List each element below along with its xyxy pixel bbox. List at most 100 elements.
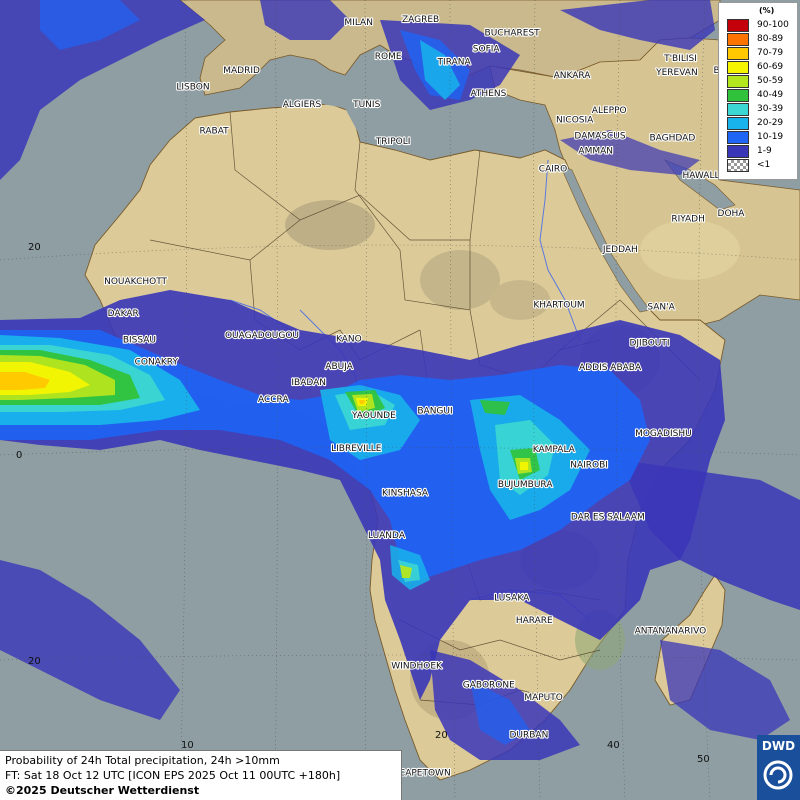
city-label: DURBAN: [509, 731, 548, 741]
legend-label: 30-39: [757, 104, 784, 114]
city-label: NAIROBI: [570, 460, 608, 470]
city-label: BAGHDAD: [650, 133, 696, 143]
city-label: DAKAR: [108, 309, 139, 319]
legend-item: 50-59: [727, 75, 797, 88]
city-label: HAWALLI: [682, 171, 722, 181]
legend-item: 60-69: [727, 61, 797, 74]
legend-label: 80-89: [757, 34, 784, 44]
city-label: GABORONE: [463, 681, 515, 691]
city-label: HARARE: [516, 616, 553, 626]
legend-label: <1: [757, 160, 771, 170]
city-label: BUCHAREST: [485, 28, 541, 38]
city-label: CONAKRY: [135, 357, 179, 367]
legend-label: 50-59: [757, 76, 784, 86]
city-label: ACCRA: [258, 395, 289, 405]
legend-item: 1-9: [727, 145, 797, 158]
city-label: TRIPOLI: [375, 137, 411, 147]
grid-label: 0: [16, 450, 22, 461]
info-forecast-time: FT: Sat 18 Oct 12 UTC [ICON EPS 2025 Oct…: [5, 769, 341, 782]
legend-swatch: [727, 159, 749, 172]
city-label: CAPETOWN: [399, 768, 451, 778]
city-label: RABAT: [200, 127, 230, 137]
legend-swatch: [727, 61, 749, 74]
city-label: MOGADISHU: [635, 429, 692, 439]
legend-swatch: [727, 19, 749, 32]
legend-swatch: [727, 117, 749, 130]
grid-label: 40: [607, 740, 620, 751]
city-label: ABUJA: [325, 362, 353, 372]
legend-item: 70-79: [727, 47, 797, 60]
logo-swirl-icon: [763, 760, 793, 790]
city-label: MILAN: [344, 18, 373, 28]
city-label: DOHA: [718, 209, 746, 219]
grid-label: 20: [435, 730, 448, 741]
legend-swatch: [727, 103, 749, 116]
city-label: BISSAU: [123, 336, 156, 346]
grid-label: 50: [697, 754, 710, 765]
legend-item: 80-89: [727, 33, 797, 46]
legend-swatch: [727, 75, 749, 88]
city-label: YAOUNDE: [351, 411, 396, 421]
city-label: KINSHASA: [382, 489, 429, 499]
legend-item: 20-29: [727, 117, 797, 130]
city-label: DAR ES SALAAM: [571, 512, 645, 522]
city-label: LISBON: [176, 82, 209, 92]
city-label: MADRID: [223, 66, 260, 76]
city-label: ALEPPO: [592, 106, 627, 116]
city-label: KANO: [336, 335, 362, 345]
legend-unit: (%): [759, 6, 775, 15]
grid-labels: 20 0 20 10 20 30 40 50: [16, 242, 710, 765]
city-label: CAIRO: [539, 165, 567, 175]
city-label: KHARTOUM: [533, 301, 584, 311]
red-sea: [559, 164, 651, 313]
precipitation-field: [0, 0, 800, 760]
city-label: ZAGREB: [402, 15, 439, 25]
info-copyright: ©2025 Deutscher Wetterdienst: [5, 784, 200, 797]
legend-label: 20-29: [757, 118, 784, 128]
city-label: ATHENS: [470, 89, 506, 99]
legend-item: <1: [727, 159, 797, 172]
city-label: DJIBOUTI: [629, 338, 669, 348]
legend-item: 90-100: [727, 19, 797, 32]
grid-label: 30: [527, 730, 540, 741]
info-box: Probability of 24h Total precipitation, …: [0, 750, 402, 800]
grid-label: 10: [181, 740, 194, 751]
city-label: RIYADH: [671, 215, 705, 225]
legend-item: 30-39: [727, 103, 797, 116]
city-label: KAMPALA: [533, 445, 576, 455]
city-label: NOUAKCHOTT: [104, 277, 167, 287]
city-label: LUSAKA: [494, 594, 530, 604]
city-label: ADDIS ABABA: [579, 363, 642, 373]
city-label: DAMASCUS: [574, 131, 625, 141]
city-label: T'BILISI: [663, 54, 697, 64]
legend-label: 90-100: [757, 20, 789, 30]
city-label: OUAGADOUGOU: [225, 331, 299, 341]
legend-label: 1-9: [757, 146, 772, 156]
city-label: IBADAN: [291, 378, 326, 388]
city-label: YEREVAN: [655, 68, 698, 78]
city-label: NICOSIA: [556, 115, 594, 125]
city-label: AMMAN: [578, 147, 613, 157]
city-label: ROME: [375, 52, 402, 62]
city-label: SAN'A: [647, 303, 675, 313]
legend-label: 40-49: [757, 90, 784, 100]
dwd-logo: DWD: [757, 735, 800, 800]
city-label: LUANDA: [368, 531, 406, 541]
city-label: BUJUMBURA: [498, 480, 553, 490]
city-label: TUNIS: [352, 100, 380, 110]
grid-label: 20: [28, 242, 41, 253]
legend-label: 70-79: [757, 48, 784, 58]
city-label: BANGUI: [417, 406, 452, 416]
city-label: SOFIA: [473, 45, 501, 55]
city-label: JEDDAH: [602, 245, 638, 255]
legend-swatch: [727, 33, 749, 46]
legend-item: 40-49: [727, 89, 797, 102]
city-label: ALGIERS: [283, 100, 322, 110]
grid-label: 20: [28, 656, 41, 667]
legend-swatch: [727, 89, 749, 102]
legend-label: 60-69: [757, 62, 784, 72]
city-label: WINDHOEK: [391, 662, 443, 672]
legend-swatch: [727, 47, 749, 60]
city-label: LIBREVILLE: [331, 444, 382, 454]
